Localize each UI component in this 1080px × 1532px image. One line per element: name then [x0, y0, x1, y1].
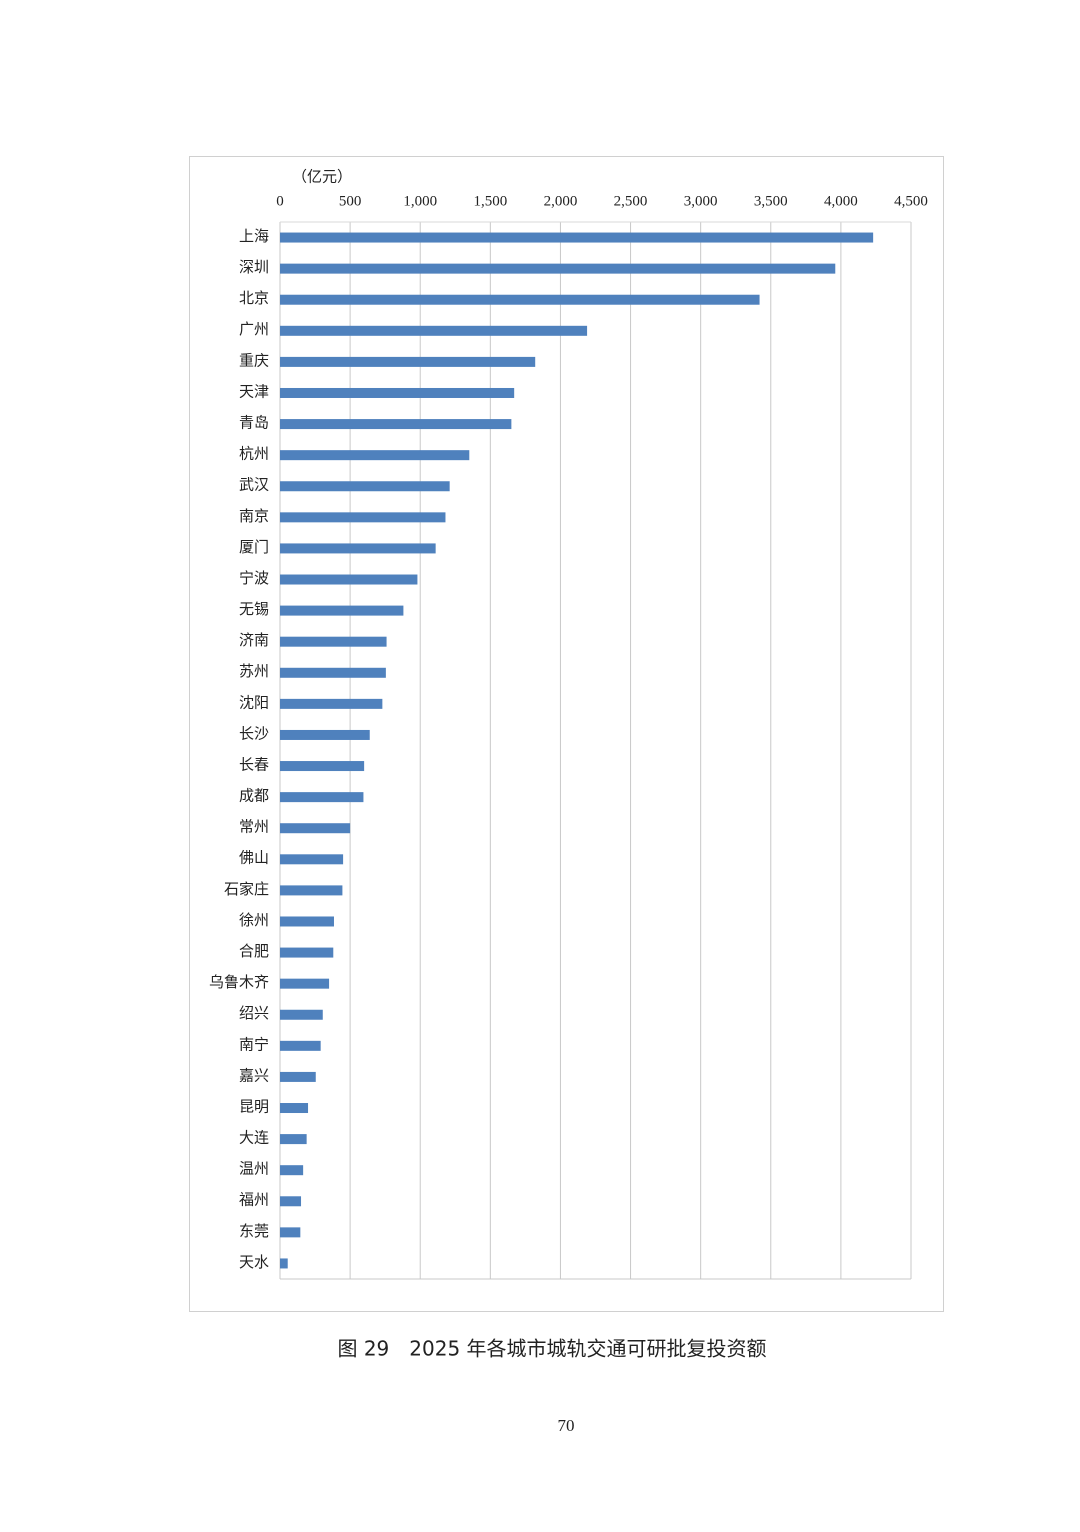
y-tick-label: 温州 — [239, 1161, 269, 1178]
y-tick-label: 北京 — [239, 290, 269, 307]
bar — [280, 1009, 323, 1020]
page-number: 70 — [558, 1416, 575, 1435]
unit-label: （亿元） — [292, 168, 352, 185]
y-tick-label: 常州 — [239, 819, 269, 836]
y-tick-label: 济南 — [239, 632, 269, 649]
bar — [280, 885, 343, 896]
x-tick-label: 3,500 — [754, 193, 788, 209]
y-tick-label: 长春 — [239, 756, 269, 773]
y-tick-label: 合肥 — [239, 943, 269, 960]
y-tick-label: 东莞 — [239, 1223, 269, 1240]
bar — [280, 667, 386, 678]
bar — [280, 1071, 316, 1082]
bar — [280, 636, 387, 647]
x-tick-label: 2,000 — [544, 193, 578, 209]
y-tick-label: 长沙 — [239, 725, 269, 742]
bar — [280, 450, 470, 461]
x-tick-label: 3,000 — [684, 193, 718, 209]
x-tick-label: 1,500 — [473, 193, 507, 209]
y-tick-label: 厦门 — [239, 539, 269, 556]
figure-caption: 图 29 2025 年各城市城轨交通可研批复投资额 — [337, 1337, 766, 1361]
y-tick-label: 杭州 — [239, 446, 269, 463]
bar — [280, 512, 446, 523]
x-tick-label: 500 — [339, 193, 362, 209]
bar — [280, 1040, 321, 1051]
bar — [280, 761, 365, 772]
bar — [280, 294, 760, 305]
y-tick-label: 广州 — [239, 321, 269, 338]
y-tick-label: 深圳 — [239, 259, 269, 276]
y-tick-label: 乌鲁木齐 — [209, 974, 269, 991]
bar — [280, 387, 515, 398]
y-tick-label: 成都 — [239, 788, 269, 805]
y-tick-label: 武汉 — [239, 477, 269, 494]
bar — [280, 978, 330, 989]
bar — [280, 1103, 309, 1114]
bar — [280, 605, 404, 616]
bar — [280, 1196, 302, 1207]
x-tick-label: 0 — [276, 193, 284, 209]
bar — [280, 325, 588, 336]
bar — [280, 356, 536, 367]
y-tick-label: 福州 — [239, 1192, 269, 1209]
y-tick-label: 重庆 — [239, 352, 269, 369]
y-tick-label: 南宁 — [239, 1036, 269, 1053]
y-tick-label: 南京 — [239, 508, 269, 525]
bar — [280, 729, 370, 740]
bar — [280, 574, 418, 585]
bar — [280, 481, 450, 492]
y-tick-label: 苏州 — [239, 663, 269, 680]
x-tick-label: 1,000 — [403, 193, 437, 209]
bar — [280, 698, 383, 709]
y-tick-label: 沈阳 — [239, 694, 269, 711]
y-tick-label: 上海 — [239, 228, 269, 245]
chart-frame — [189, 156, 944, 1312]
bar — [280, 1134, 307, 1145]
y-tick-label: 天水 — [239, 1254, 269, 1271]
y-tick-label: 无锡 — [239, 601, 269, 618]
y-tick-label: 绍兴 — [239, 1005, 269, 1022]
y-tick-label: 佛山 — [239, 850, 269, 867]
bar — [280, 916, 334, 927]
y-tick-label: 昆明 — [239, 1098, 269, 1115]
bar — [280, 1227, 301, 1238]
x-tick-label: 4,000 — [824, 193, 858, 209]
bar — [280, 232, 874, 243]
bar — [280, 1258, 288, 1269]
y-tick-label: 天津 — [239, 383, 269, 400]
bar — [280, 543, 436, 554]
y-tick-label: 徐州 — [239, 912, 269, 929]
y-tick-label: 青岛 — [239, 415, 269, 432]
bar — [280, 823, 351, 834]
y-tick-label: 宁波 — [239, 570, 269, 587]
bar — [280, 419, 512, 430]
bar — [280, 263, 836, 274]
x-tick-label: 2,500 — [614, 193, 648, 209]
bar — [280, 1165, 304, 1176]
bar — [280, 854, 344, 865]
x-tick-label: 4,500 — [894, 193, 928, 209]
bar — [280, 947, 334, 958]
y-tick-label: 石家庄 — [224, 880, 269, 898]
y-tick-label: 嘉兴 — [239, 1067, 269, 1084]
bar — [280, 792, 364, 803]
y-tick-label: 大连 — [239, 1130, 269, 1147]
